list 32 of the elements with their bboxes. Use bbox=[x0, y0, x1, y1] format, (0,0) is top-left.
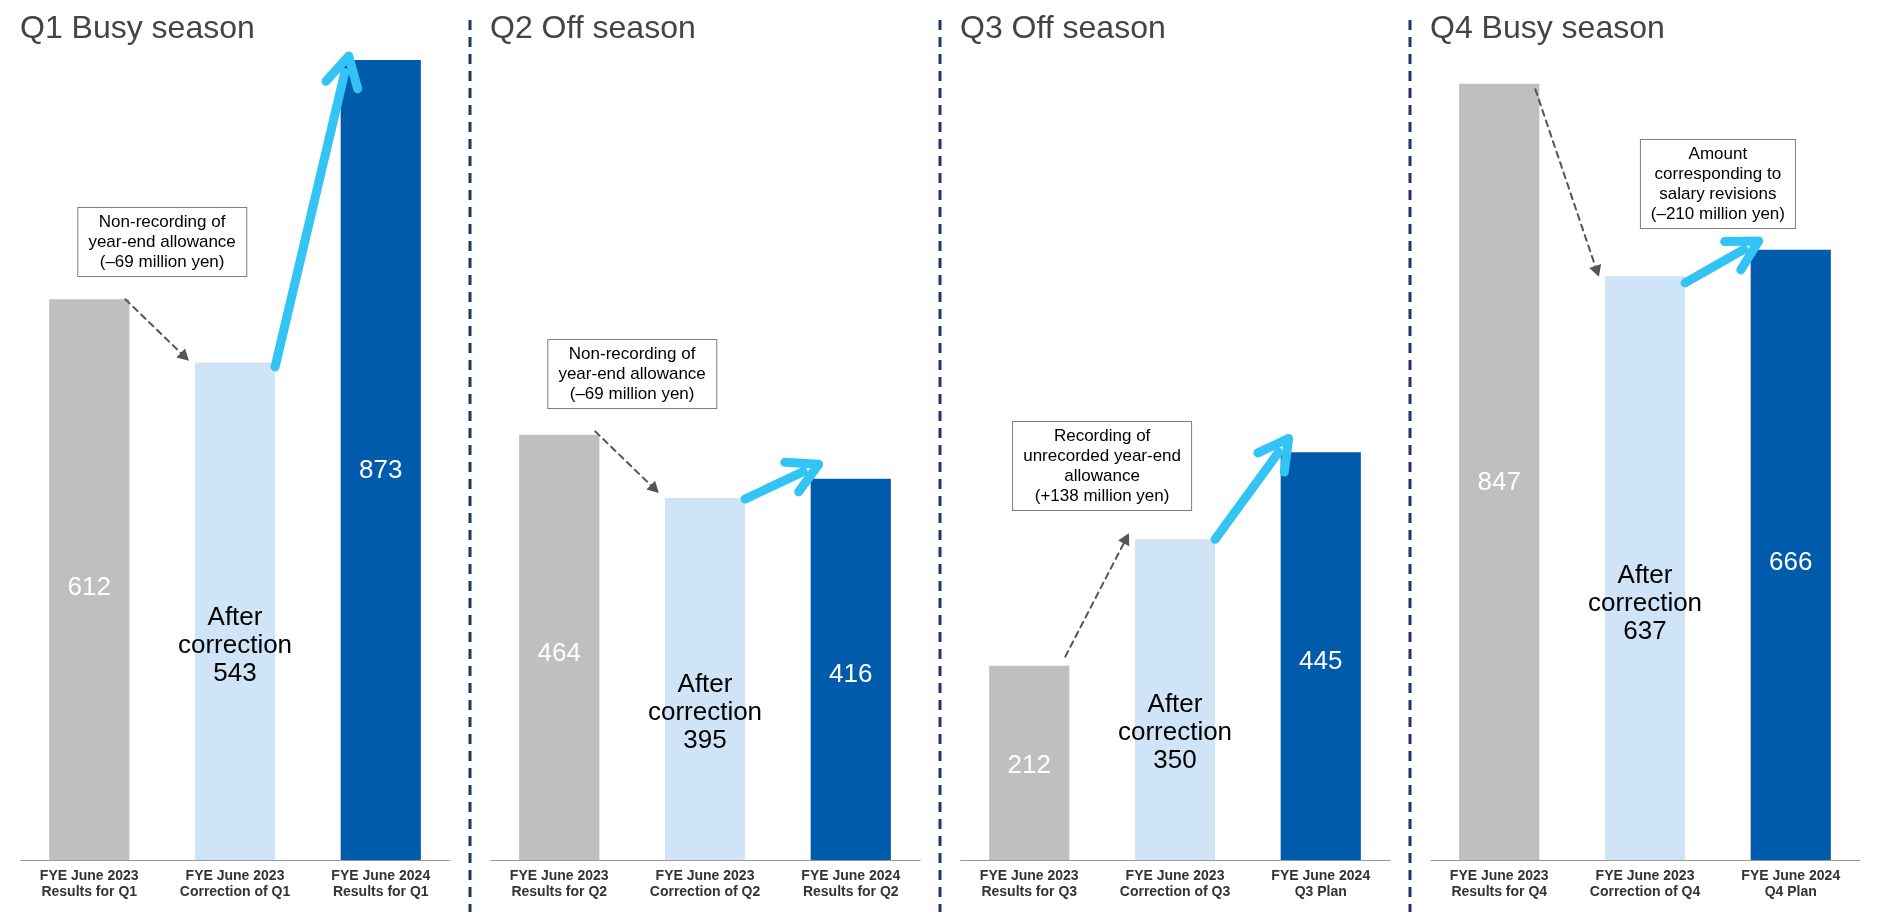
data-label: 666 bbox=[1769, 546, 1813, 577]
data-label: After correction 637 bbox=[1587, 559, 1703, 646]
x-tick-label: FYE June 2023 Correction of Q4 bbox=[1589, 866, 1701, 899]
chart-title: Q1 Busy season bbox=[20, 9, 255, 45]
data-label: 612 bbox=[67, 570, 111, 601]
x-tick-label: FYE June 2023 Results for Q4 bbox=[1449, 866, 1549, 899]
data-label: 873 bbox=[359, 454, 403, 484]
chart-title: Q2 Off season bbox=[490, 9, 696, 45]
x-tick-label: FYE June 2023 Correction of Q3 bbox=[1119, 866, 1231, 899]
data-label: After correction 395 bbox=[647, 667, 763, 754]
annotation: Amount corresponding to salary revisions (–210 million yen) bbox=[1639, 138, 1796, 229]
data-label: 464 bbox=[537, 636, 581, 667]
text: Non-recording of year-end allowance (–69 million yen) bbox=[547, 339, 717, 410]
x-tick-label: FYE June 2024 Q3 Plan bbox=[1271, 866, 1371, 899]
x-tick-label: FYE June 2023 Results for Q2 bbox=[509, 866, 609, 899]
data-label: After correction 543 bbox=[177, 601, 293, 688]
x-tick-label: FYE June 2024 Results for Q2 bbox=[801, 866, 901, 899]
annotation: Recording of unrecorded year-end allowance (+138 million yen) bbox=[1012, 421, 1193, 512]
x-tick-label: FYE June 2024 Results for Q1 bbox=[331, 866, 431, 899]
data-label: 847 bbox=[1477, 465, 1521, 496]
chart-title: Q4 Busy season bbox=[1430, 9, 1665, 45]
data-label: After correction 350 bbox=[1117, 687, 1233, 774]
data-label: 416 bbox=[829, 658, 873, 689]
x-tick-label: FYE June 2023 Results for Q1 bbox=[39, 866, 139, 899]
data-label: 445 bbox=[1299, 645, 1343, 676]
data-label: 212 bbox=[1007, 749, 1051, 780]
x-tick-label: FYE June 2023 Correction of Q2 bbox=[649, 866, 761, 899]
x-tick-label: FYE June 2024 Q4 Plan bbox=[1741, 866, 1841, 899]
x-tick-label: FYE June 2023 Results for Q3 bbox=[979, 866, 1079, 899]
annotation: Non-recording of year-end allowance (–69 million yen) bbox=[77, 207, 247, 278]
chart-title: Q3 Off season bbox=[960, 9, 1166, 45]
x-tick-label: FYE June 2023 Correction of Q1 bbox=[179, 866, 291, 899]
